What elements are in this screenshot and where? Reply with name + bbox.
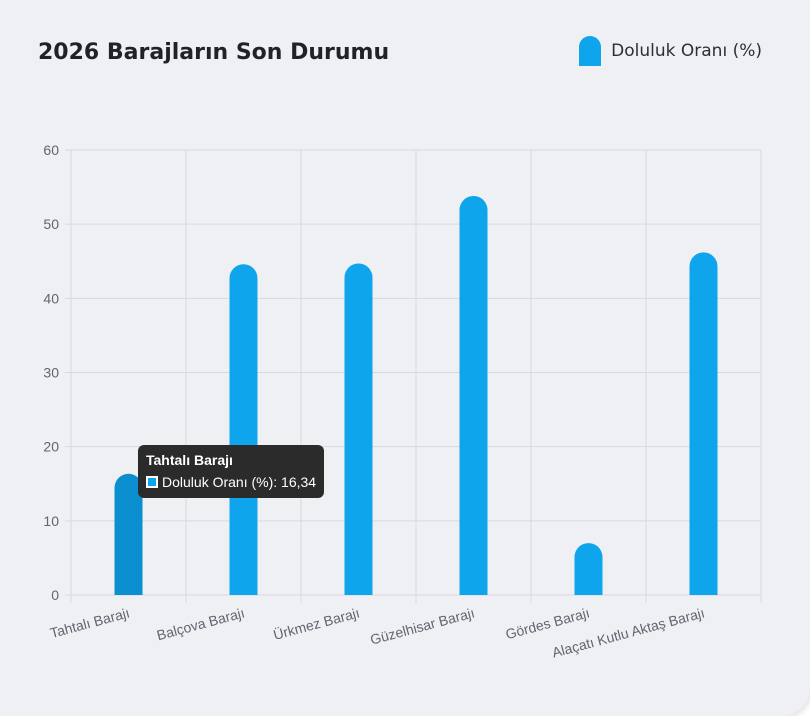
bar[interactable] bbox=[574, 543, 603, 595]
y-tick-label: 50 bbox=[43, 216, 59, 232]
bar[interactable] bbox=[689, 252, 718, 595]
legend-label: Doluluk Oranı (%) bbox=[611, 41, 762, 61]
y-tick-label: 40 bbox=[43, 290, 59, 306]
bar[interactable] bbox=[459, 195, 488, 596]
x-tick-label: Gördes Barajı bbox=[504, 604, 592, 642]
legend[interactable]: Doluluk Oranı (%) bbox=[579, 36, 762, 66]
y-axis-ticks: 0 10 20 30 40 50 60 bbox=[43, 142, 59, 603]
bar[interactable] bbox=[344, 263, 373, 595]
y-tick-label: 10 bbox=[43, 513, 59, 529]
x-tick-label: Balçova Barajı bbox=[155, 604, 246, 643]
x-tick-label: Ürkmez Barajı bbox=[271, 603, 361, 642]
grid bbox=[65, 149, 762, 603]
chart-title: 2026 Barajların Son Durumu bbox=[38, 40, 390, 65]
y-tick-label: 30 bbox=[43, 365, 59, 381]
x-axis-ticks: Tahtalı Barajı Balçova Barajı Ürkmez Baraj… bbox=[48, 603, 706, 660]
y-tick-label: 0 bbox=[51, 587, 59, 603]
tooltip-value: Doluluk Oranı (%): 16,34 bbox=[162, 474, 317, 490]
bars bbox=[114, 195, 718, 596]
y-tick-label: 20 bbox=[43, 439, 59, 455]
legend-swatch bbox=[579, 36, 602, 66]
tooltip-title: Tahtalı Barajı bbox=[146, 452, 233, 468]
bar[interactable] bbox=[229, 264, 258, 595]
bar[interactable] bbox=[114, 473, 143, 595]
tooltip: Tahtalı Barajı Doluluk Oranı (%): 16,34 bbox=[138, 445, 325, 498]
x-tick-label: Güzelhisar Barajı bbox=[368, 604, 476, 647]
x-tick-label: Tahtalı Barajı bbox=[48, 604, 131, 641]
tooltip-row: Doluluk Oranı (%): 16,34 bbox=[146, 474, 316, 490]
tooltip-swatch bbox=[146, 476, 158, 488]
y-tick-label: 60 bbox=[43, 142, 59, 158]
